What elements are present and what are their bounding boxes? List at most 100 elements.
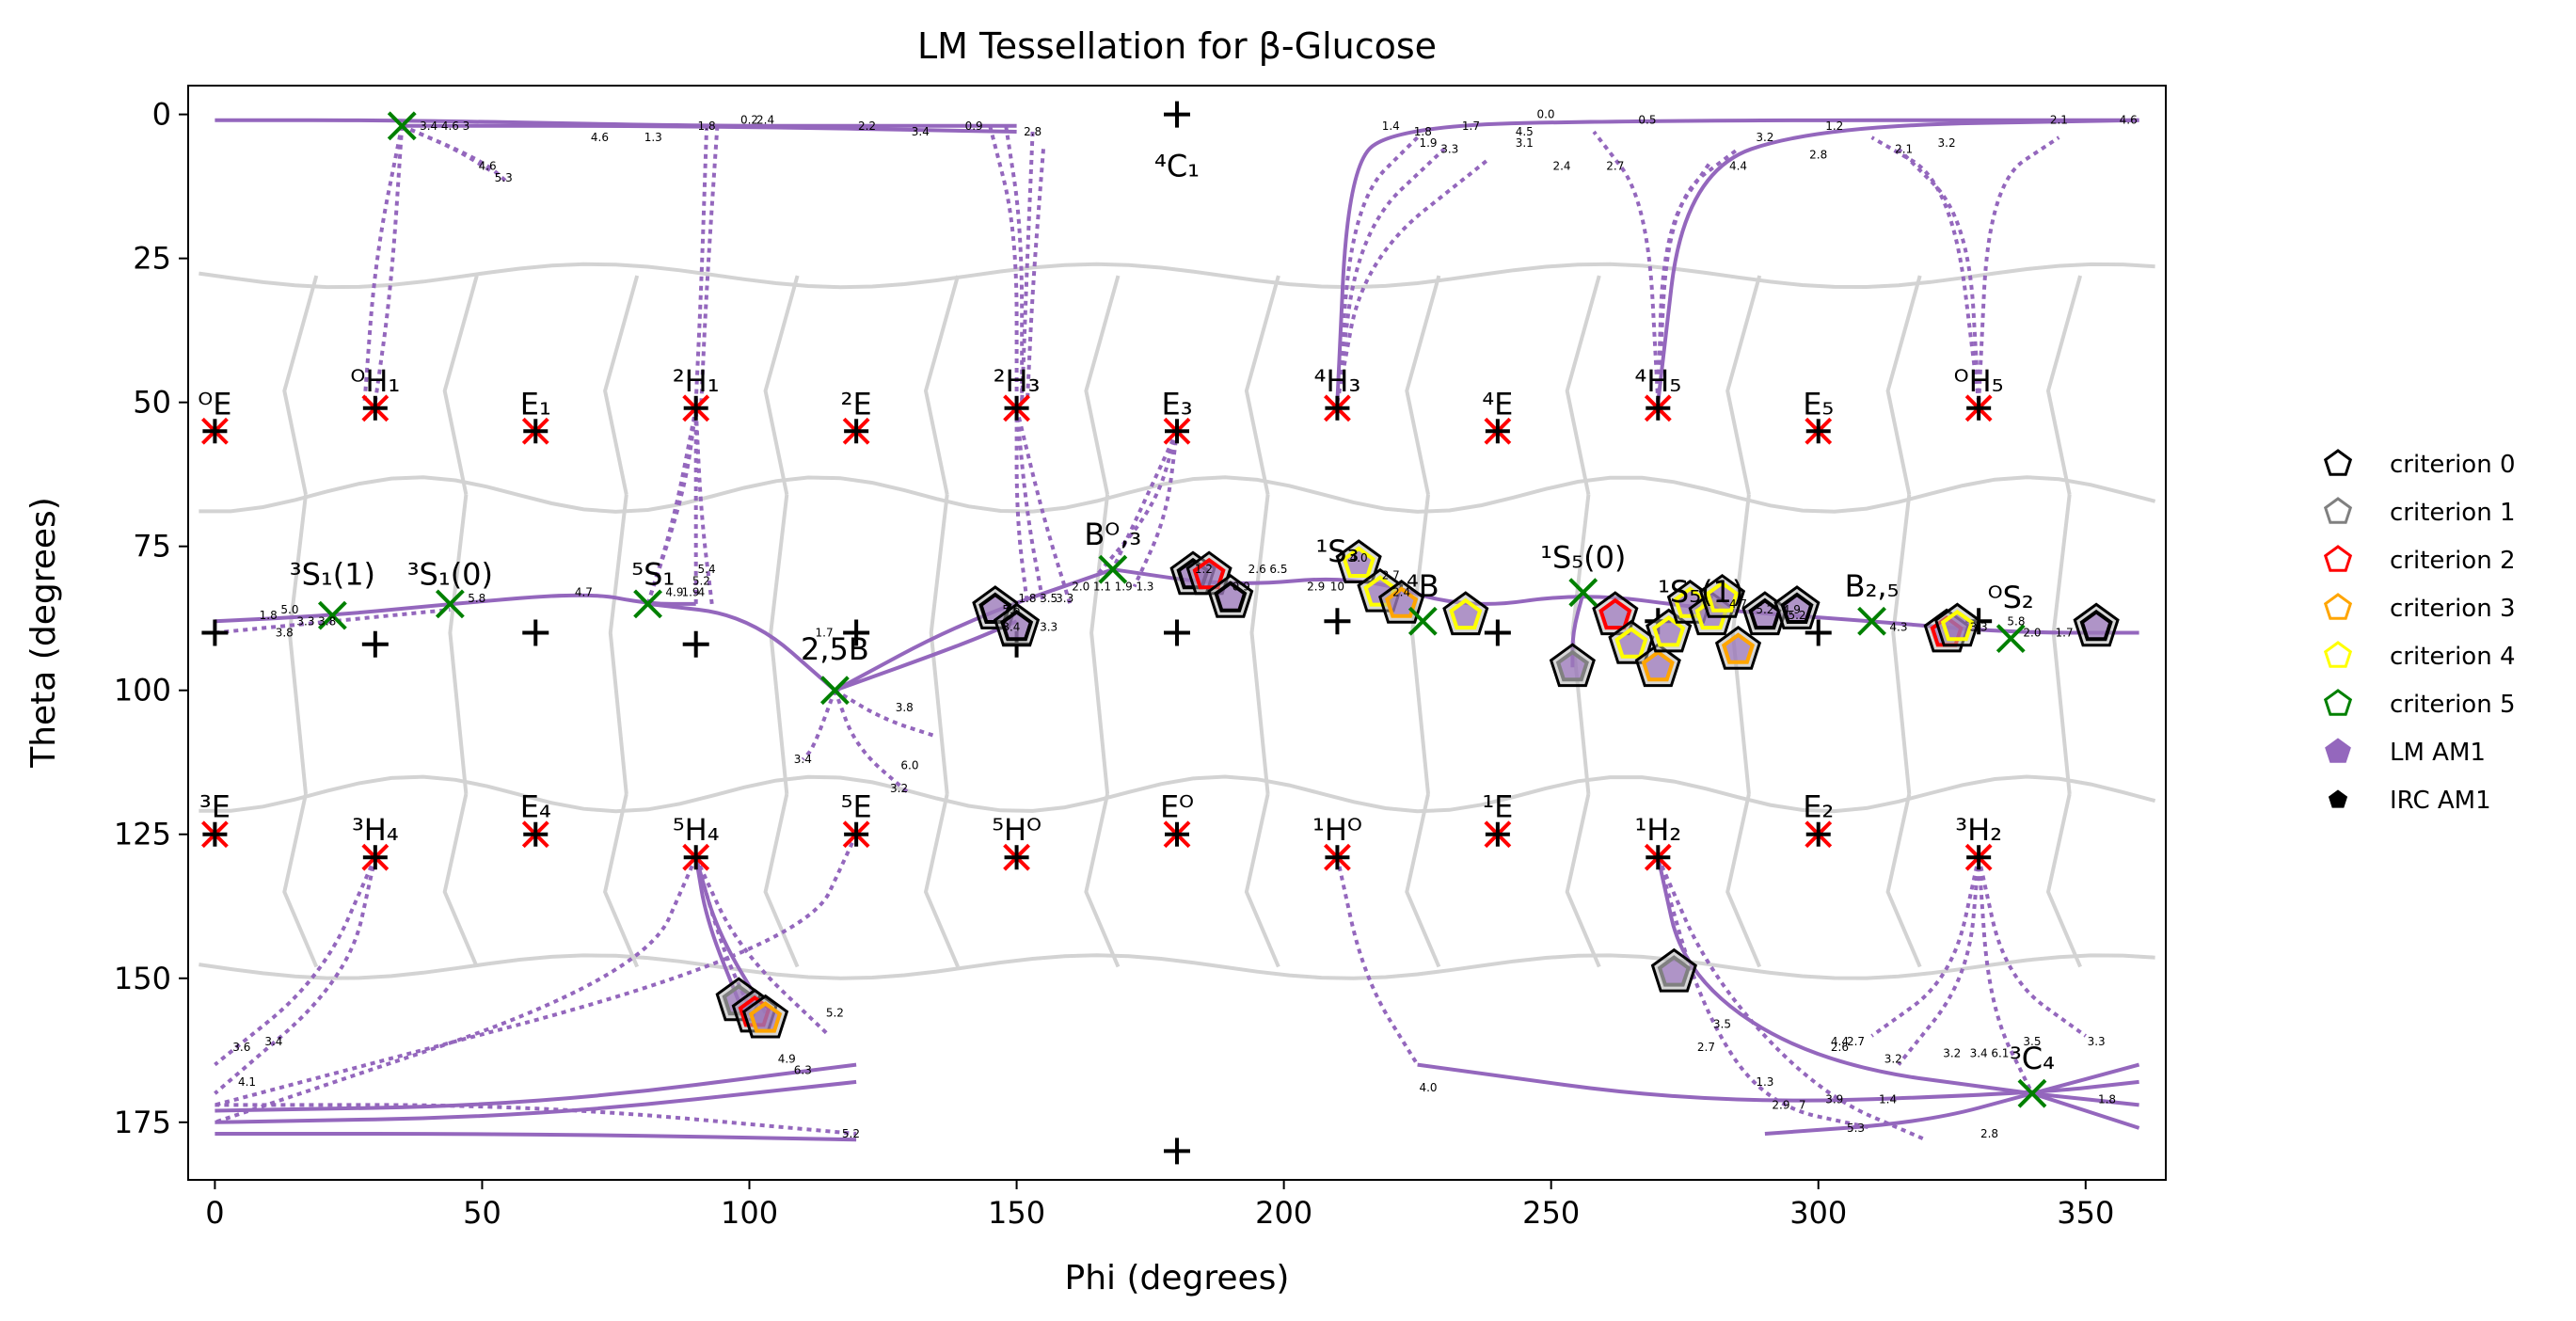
criterion-point — [993, 602, 1041, 647]
path-energy-label: 3 — [463, 119, 470, 133]
path-energy-label: 5.2 — [826, 1006, 844, 1019]
equator-plus-marker — [843, 619, 870, 646]
region-label: ⁵Hᴼ — [992, 812, 1042, 848]
path-energy-label: 2.0 — [1072, 581, 1089, 594]
tessellation-edge — [448, 494, 469, 795]
irc-path — [988, 125, 1019, 403]
region-label: E₂ — [1803, 789, 1834, 825]
criterion-point — [1650, 947, 1697, 993]
criterion-point — [2073, 602, 2120, 647]
legend-marker — [2323, 641, 2353, 668]
conformer-label: Bᴼ,₃ — [1084, 517, 1141, 552]
path-energy-label: 1.8 — [260, 609, 278, 622]
equator-plus-marker — [1324, 608, 1351, 635]
path-energy-label: 4.7 — [1729, 597, 1747, 611]
path-energy-label: 3.4 — [1970, 1046, 1988, 1059]
path-energy-label: 3.5 — [1040, 592, 1057, 605]
criterion-point — [741, 994, 789, 1039]
criterion-point — [1634, 643, 1681, 688]
path-energy-label: 3.3 — [1440, 142, 1458, 155]
legend-item: IRC AM1 — [2328, 787, 2491, 815]
region-label: ³H₂ — [1955, 812, 2002, 848]
equator-plus-marker — [522, 619, 549, 646]
criterion-point — [1714, 626, 1762, 670]
path-energy-label: 3.8 — [896, 701, 914, 714]
tessellation-edge — [1725, 793, 1762, 968]
region-center-plus — [1165, 821, 1189, 847]
path-energy-label: 3.6 — [232, 1041, 250, 1054]
region-label: ²H₃ — [994, 363, 1041, 399]
irc-path — [834, 619, 1018, 692]
legend-marker — [2323, 545, 2353, 572]
criterion-point — [1549, 643, 1596, 688]
irc-path — [645, 407, 698, 605]
path-energy-label: 1.7 — [816, 627, 834, 640]
region-label: ⁵E — [841, 789, 872, 825]
x-tick-label: 350 — [2057, 1195, 2114, 1231]
irc-path — [214, 856, 377, 1067]
y-tick-label: 50 — [133, 385, 171, 421]
irc-path — [1110, 430, 1179, 571]
tessellation-edge — [923, 275, 961, 496]
path-energy-label: 3.4 — [420, 119, 437, 133]
region-label: ¹Hᴼ — [1312, 812, 1362, 848]
path-energy-label: 5.6 — [1002, 603, 1020, 616]
path-energy-label: 2.4 — [756, 114, 774, 127]
region-label: ⁴E — [1482, 386, 1513, 422]
irc-path — [1977, 856, 2087, 1038]
path-energy-label: 3.8 — [276, 627, 294, 640]
local-minimum-marker — [1568, 578, 1598, 608]
tessellation-edge — [1084, 275, 1121, 496]
path-energy-label: 1.3 — [644, 131, 662, 144]
irc-path — [362, 125, 405, 403]
tessellation-edge — [2051, 494, 2072, 795]
tessellation-edge — [1405, 275, 1441, 496]
path-energy-label: 0.2 — [740, 114, 758, 127]
irc-path — [402, 123, 1017, 134]
criterion-point — [1335, 539, 1382, 583]
criterion-point — [1608, 619, 1655, 664]
irc-path — [1014, 407, 1045, 605]
chart-title: LM Tessellation for β-Glucose — [917, 25, 1437, 67]
irc-path — [693, 856, 832, 1038]
tessellation-edge — [929, 494, 949, 795]
path-energy-label: 3.3 — [1970, 620, 1988, 633]
region-center-plus — [202, 419, 228, 444]
conformer-label: ⁵S₁ — [631, 557, 675, 593]
equator-plus-marker — [682, 630, 709, 658]
irc-path — [1897, 857, 1981, 1066]
region-center-plus — [523, 821, 549, 847]
irc-paths — [214, 118, 2140, 1142]
path-energy-label: 2.7 — [1697, 1041, 1715, 1054]
region-center-plus — [1485, 419, 1510, 444]
path-energy-label: 3.4 — [1002, 620, 1020, 633]
irc-path — [1870, 135, 1981, 403]
path-energy-label: 5.3 — [495, 171, 513, 184]
path-energy-label: 0.5 — [1638, 114, 1656, 127]
tessellation-edge — [1405, 793, 1441, 968]
legend-label: IRC AM1 — [2390, 787, 2491, 815]
path-energy-label: 5.2 — [1756, 603, 1773, 616]
conformer-label: ³S₁(0) — [407, 557, 493, 593]
region-center-plus — [362, 395, 388, 421]
equator-plus-marker — [1484, 619, 1511, 646]
point-labels: ᴼE ᴼH₁ E₁ ²H₁ ²E ²H₃ E₃ ⁴H₃ ⁴E ⁴H₅ E₅ ᴼH₅ ³E ³H₄ E₄ ⁵H₄… — [198, 108, 2137, 1140]
path-energy-label: 1.1 — [1093, 581, 1111, 594]
path-energy-label: 2.7 — [1847, 1035, 1865, 1048]
local-minimum-marker — [633, 589, 662, 619]
path-energy-label: 1.4 — [1879, 1092, 1897, 1106]
conformer-label: ³S₁(1) — [290, 557, 375, 593]
irc-path — [1592, 130, 1661, 403]
region-center-plus — [683, 395, 708, 421]
irc-path — [1977, 857, 2034, 1095]
path-energy-label: 6.5 — [1269, 563, 1287, 576]
x-tick-label: 100 — [721, 1195, 778, 1231]
irc-path — [801, 690, 837, 761]
conformer-label: ³C₄ — [2010, 1041, 2055, 1076]
legend-item: criterion 2 — [2323, 545, 2516, 575]
legend-item: criterion 3 — [2323, 593, 2516, 623]
plot-frame — [187, 85, 2167, 1181]
irc-path — [1656, 159, 1713, 403]
tessellation-edge — [923, 793, 960, 968]
irc-path — [215, 1062, 857, 1113]
